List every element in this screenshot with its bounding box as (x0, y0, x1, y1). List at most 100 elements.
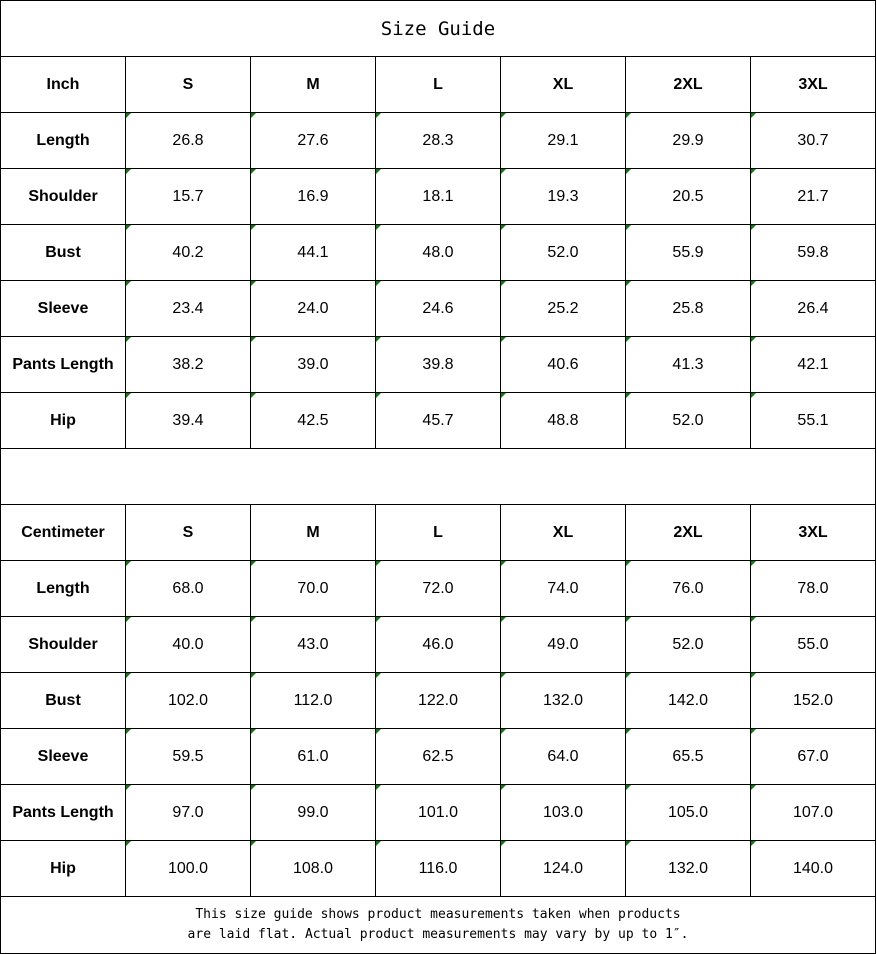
measurement-cell: 67.0 (750, 728, 876, 785)
size-header: S (125, 504, 251, 561)
measurement-cell: 124.0 (500, 840, 626, 897)
page-title: Size Guide (0, 0, 876, 57)
row-label: Pants Length (0, 784, 126, 841)
measurement-cell: 152.0 (750, 672, 876, 729)
measurement-cell: 49.0 (500, 616, 626, 673)
size-header: L (375, 56, 501, 113)
table-row: Bust 102.0 112.0 122.0 132.0 142.0 152.0 (0, 672, 876, 729)
measurement-cell: 72.0 (375, 560, 501, 617)
measurement-cell: 59.5 (125, 728, 251, 785)
row-label: Length (0, 560, 126, 617)
measurement-cell: 140.0 (750, 840, 876, 897)
measurement-cell: 108.0 (250, 840, 376, 897)
header-row: Centimeter S M L XL 2XL 3XL (0, 504, 876, 561)
measurement-cell: 30.7 (750, 112, 876, 169)
unit-header: Inch (0, 56, 126, 113)
measurement-cell: 39.4 (125, 392, 251, 449)
measurement-cell: 62.5 (375, 728, 501, 785)
measurement-cell: 44.1 (250, 224, 376, 281)
measurement-cell: 132.0 (625, 840, 751, 897)
measurement-cell: 20.5 (625, 168, 751, 225)
measurement-cell: 52.0 (625, 392, 751, 449)
measurement-cell: 116.0 (375, 840, 501, 897)
measurement-cell: 39.8 (375, 336, 501, 393)
size-header: S (125, 56, 251, 113)
row-label: Hip (0, 392, 126, 449)
footer-row: This size guide shows product measuremen… (0, 896, 876, 954)
measurement-cell: 43.0 (250, 616, 376, 673)
measurement-cell: 40.0 (125, 616, 251, 673)
header-row: Inch S M L XL 2XL 3XL (0, 56, 876, 113)
measurement-cell: 102.0 (125, 672, 251, 729)
measurement-cell: 23.4 (125, 280, 251, 337)
row-label: Sleeve (0, 728, 126, 785)
measurement-cell: 99.0 (250, 784, 376, 841)
measurement-cell: 100.0 (125, 840, 251, 897)
row-label: Length (0, 112, 126, 169)
spacer-row (0, 448, 876, 505)
measurement-cell: 25.8 (625, 280, 751, 337)
measurement-cell: 15.7 (125, 168, 251, 225)
table-row: Length 26.8 27.6 28.3 29.1 29.9 30.7 (0, 112, 876, 169)
measurement-cell: 18.1 (375, 168, 501, 225)
measurement-cell: 74.0 (500, 560, 626, 617)
measurement-cell: 103.0 (500, 784, 626, 841)
measurement-cell: 132.0 (500, 672, 626, 729)
measurement-cell: 45.7 (375, 392, 501, 449)
footer-line: This size guide shows product measuremen… (195, 907, 681, 922)
row-label: Bust (0, 672, 126, 729)
measurement-cell: 42.5 (250, 392, 376, 449)
measurement-cell: 48.0 (375, 224, 501, 281)
footer-line: are laid flat. Actual product measuremen… (187, 927, 689, 942)
measurement-cell: 27.6 (250, 112, 376, 169)
measurement-cell: 24.6 (375, 280, 501, 337)
size-header: L (375, 504, 501, 561)
size-header: M (250, 504, 376, 561)
row-label: Hip (0, 840, 126, 897)
measurement-cell: 24.0 (250, 280, 376, 337)
measurement-cell: 29.9 (625, 112, 751, 169)
size-header: 3XL (750, 504, 876, 561)
measurement-cell: 78.0 (750, 560, 876, 617)
measurement-cell: 70.0 (250, 560, 376, 617)
table-row: Shoulder 15.7 16.9 18.1 19.3 20.5 21.7 (0, 168, 876, 225)
measurement-cell: 52.0 (500, 224, 626, 281)
size-header: 2XL (625, 504, 751, 561)
measurement-cell: 26.4 (750, 280, 876, 337)
measurement-cell: 97.0 (125, 784, 251, 841)
measurement-cell: 112.0 (250, 672, 376, 729)
row-label: Shoulder (0, 616, 126, 673)
table-row: Sleeve 23.4 24.0 24.6 25.2 25.8 26.4 (0, 280, 876, 337)
size-header: M (250, 56, 376, 113)
measurement-cell: 107.0 (750, 784, 876, 841)
measurement-cell: 25.2 (500, 280, 626, 337)
measurement-cell: 40.2 (125, 224, 251, 281)
size-header: 3XL (750, 56, 876, 113)
table-row: Length 68.0 70.0 72.0 74.0 76.0 78.0 (0, 560, 876, 617)
row-label: Bust (0, 224, 126, 281)
row-label: Shoulder (0, 168, 126, 225)
table-row: Hip 100.0 108.0 116.0 124.0 132.0 140.0 (0, 840, 876, 897)
measurement-cell: 48.8 (500, 392, 626, 449)
table-row: Shoulder 40.0 43.0 46.0 49.0 52.0 55.0 (0, 616, 876, 673)
measurement-cell: 26.8 (125, 112, 251, 169)
measurement-cell: 64.0 (500, 728, 626, 785)
unit-header: Centimeter (0, 504, 126, 561)
measurement-cell: 55.9 (625, 224, 751, 281)
measurement-cell: 122.0 (375, 672, 501, 729)
measurement-cell: 68.0 (125, 560, 251, 617)
measurement-cell: 28.3 (375, 112, 501, 169)
measurement-cell: 40.6 (500, 336, 626, 393)
measurement-cell: 55.1 (750, 392, 876, 449)
size-header: XL (500, 504, 626, 561)
measurement-cell: 101.0 (375, 784, 501, 841)
footer-note: This size guide shows product measuremen… (0, 896, 876, 954)
measurement-cell: 46.0 (375, 616, 501, 673)
table-row: Pants Length 38.2 39.0 39.8 40.6 41.3 42.1 (0, 336, 876, 393)
measurement-cell: 16.9 (250, 168, 376, 225)
measurement-cell: 21.7 (750, 168, 876, 225)
table-row: Sleeve 59.5 61.0 62.5 64.0 65.5 67.0 (0, 728, 876, 785)
size-header: XL (500, 56, 626, 113)
measurement-cell: 65.5 (625, 728, 751, 785)
